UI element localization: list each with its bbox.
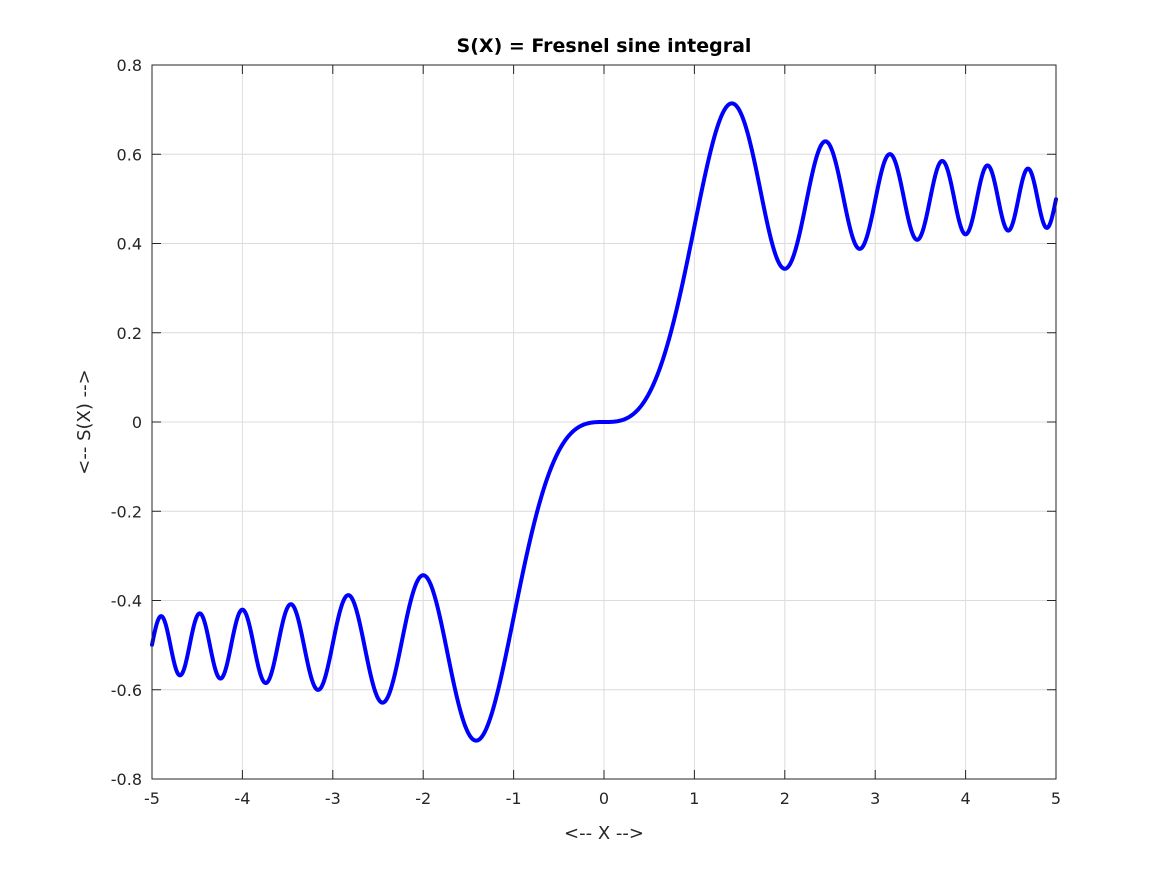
series-line-0 bbox=[150, 101, 1058, 743]
x-tick-label: -5 bbox=[144, 789, 160, 808]
x-tick-label: 3 bbox=[870, 789, 880, 808]
x-tick-label: 4 bbox=[961, 789, 971, 808]
y-tick-label: 0 bbox=[132, 413, 142, 432]
y-tick-label: -0.2 bbox=[111, 502, 142, 521]
y-tick-label: 0.8 bbox=[117, 56, 142, 75]
plot-frame bbox=[151, 64, 1057, 780]
x-tick-label: 1 bbox=[689, 789, 699, 808]
x-axis-label: <-- X --> bbox=[564, 823, 644, 844]
x-tick-label: 5 bbox=[1051, 789, 1061, 808]
y-tick-label: 0.2 bbox=[117, 324, 142, 343]
y-axis-label: <-- S(X) --> bbox=[74, 369, 95, 474]
x-tick-label: 0 bbox=[599, 789, 609, 808]
series-layer bbox=[150, 101, 1058, 743]
x-tick-label: -1 bbox=[506, 789, 522, 808]
x-tick-label: -2 bbox=[415, 789, 431, 808]
y-tick-label: -0.4 bbox=[111, 592, 142, 611]
y-tick-label: -0.8 bbox=[111, 770, 142, 789]
x-tick-labels: -5 -4 -3 -2 -1 0 1 2 3 4 5 bbox=[144, 789, 1061, 808]
y-tick-label: 0.4 bbox=[117, 235, 142, 254]
chart-title: S(X) = Fresnel sine integral bbox=[457, 35, 752, 57]
x-tick-label: 2 bbox=[780, 789, 790, 808]
grid-lines bbox=[152, 65, 1056, 779]
x-tick-label: -4 bbox=[234, 789, 250, 808]
y-tick-labels: -0.8 -0.6 -0.4 -0.2 0 0.2 0.4 0.6 0.8 bbox=[111, 56, 142, 789]
y-tick-label: 0.6 bbox=[117, 145, 142, 164]
y-tick-label: -0.6 bbox=[111, 681, 142, 700]
x-tick-label: -3 bbox=[325, 789, 341, 808]
